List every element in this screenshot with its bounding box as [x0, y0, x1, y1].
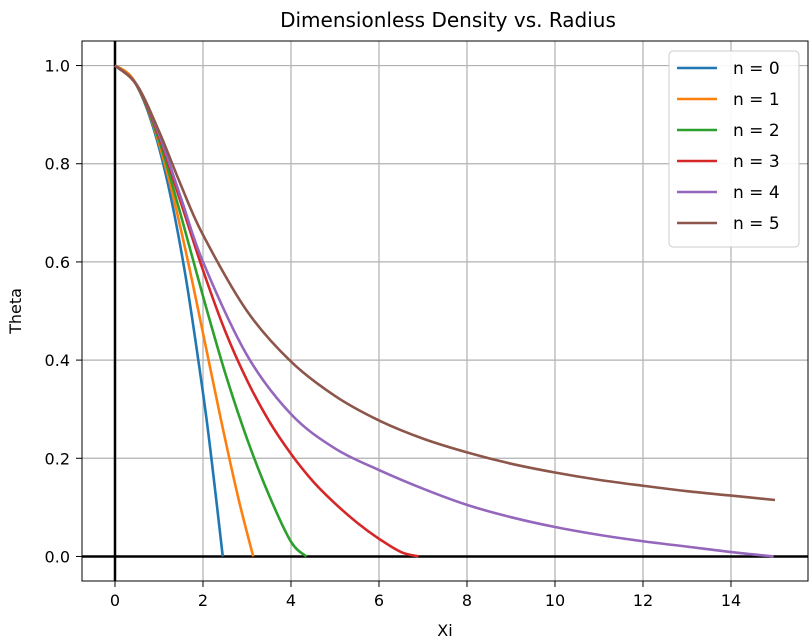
x-axis-ticks: 0 2 4 6 8 10 12 14 — [110, 581, 741, 610]
y-axis-label: Theta — [6, 288, 25, 335]
plot-frame — [81, 40, 809, 582]
series-lines — [114, 64, 776, 558]
series-line-n2 — [114, 64, 308, 558]
series-line-n4 — [114, 64, 774, 558]
y-tick-label: 0.2 — [45, 449, 70, 468]
legend-label: n = 0 — [733, 59, 780, 79]
x-axis-label: Xi — [437, 621, 452, 640]
x-tick-label: 6 — [374, 591, 384, 610]
x-tick-label: 4 — [286, 591, 296, 610]
y-tick-label: 1.0 — [45, 57, 70, 76]
y-tick-label: 0.8 — [45, 155, 70, 174]
x-tick-label: 12 — [633, 591, 653, 610]
legend-label: n = 2 — [733, 121, 780, 141]
x-tick-label: 8 — [462, 591, 472, 610]
chart-title: Dimensionless Density vs. Radius — [280, 8, 616, 32]
x-tick-label: 0 — [110, 591, 120, 610]
legend-label: n = 5 — [733, 214, 780, 234]
x-tick-label: 2 — [198, 591, 208, 610]
legend-label: n = 1 — [733, 90, 780, 110]
y-tick-label: 0.6 — [45, 253, 70, 272]
reference-lines — [82, 41, 808, 581]
y-axis-ticks: 0.0 0.2 0.4 0.6 0.8 1.0 — [45, 57, 82, 566]
y-tick-label: 0.0 — [45, 547, 70, 566]
x-tick-label: 10 — [545, 591, 565, 610]
legend-label: n = 3 — [733, 152, 780, 172]
x-tick-label: 14 — [721, 591, 741, 610]
y-tick-label: 0.4 — [45, 351, 70, 370]
series-line-n5 — [114, 64, 776, 502]
legend-label: n = 4 — [733, 183, 780, 203]
series-line-n1 — [114, 64, 255, 557]
legend: n = 0 n = 1 n = 2 n = 3 n = 4 n = 5 — [668, 50, 800, 248]
